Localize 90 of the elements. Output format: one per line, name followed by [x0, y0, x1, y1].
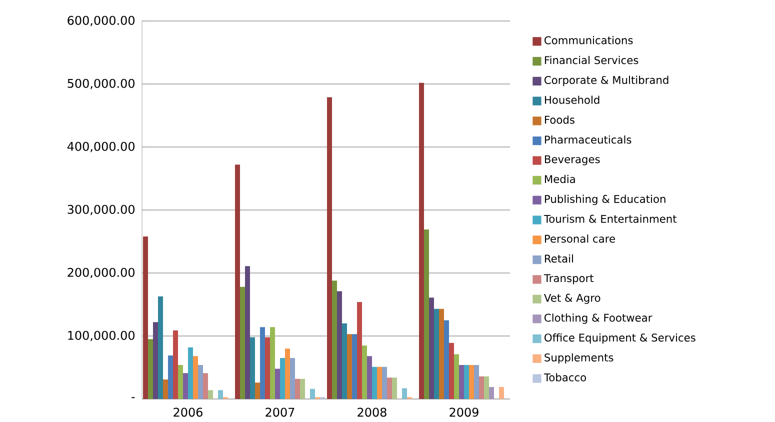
y-tick-label: 600,000.00 [68, 16, 134, 26]
bar [337, 291, 342, 399]
bar [300, 378, 305, 399]
legend-label: Tobacco [544, 373, 586, 382]
bar [270, 327, 275, 399]
bar [459, 364, 464, 399]
bar [484, 376, 490, 399]
bar [352, 334, 357, 399]
bar [419, 82, 424, 399]
bar [479, 376, 484, 399]
bar [255, 382, 260, 399]
bar [362, 345, 367, 399]
bar [342, 323, 347, 399]
bar [439, 308, 444, 399]
legend-label: Tourism & Entertainment [544, 214, 677, 223]
legend-label: Supplements [544, 353, 614, 364]
bar [208, 390, 213, 399]
legend-label: Vet & Agro [544, 294, 600, 304]
bar [168, 356, 173, 399]
bar [382, 366, 387, 399]
bar [203, 373, 208, 399]
bar [347, 334, 352, 399]
bar [489, 387, 494, 399]
bar [377, 366, 382, 399]
legend-label: Media [544, 174, 575, 184]
x-tick-label: 2009 [450, 408, 478, 417]
legend-label: Personal care [544, 234, 615, 243]
legend-label: Household [544, 96, 600, 104]
bar [429, 298, 434, 399]
y-tick-label: 100,000.00 [68, 330, 134, 342]
bar [148, 339, 153, 399]
bar [387, 378, 392, 399]
y-tick-label: - [132, 397, 135, 398]
bar [402, 388, 407, 399]
x-tick-label: 2006 [174, 408, 202, 417]
bar [235, 164, 240, 399]
bar [158, 296, 163, 399]
bar [280, 358, 285, 399]
x-tick-label: 2007 [266, 408, 294, 417]
legend-label: Corporate & Multibrand [544, 76, 668, 86]
bar [250, 337, 255, 399]
legend-label: Office Equipment & Services [544, 333, 696, 344]
y-tick-label: 300,000.00 [68, 204, 134, 216]
bar [240, 286, 245, 399]
bar [367, 356, 372, 399]
bar [218, 390, 223, 399]
bar [310, 388, 315, 399]
legend-label: Pharmaceuticals [544, 135, 632, 144]
bar [474, 364, 480, 399]
bar [245, 266, 250, 399]
bar [173, 330, 178, 399]
bar [295, 378, 300, 399]
bar [392, 378, 397, 399]
legend-label: Retail [544, 254, 573, 263]
bar [153, 322, 158, 399]
bar [183, 373, 188, 399]
legend-label: Transport [544, 274, 594, 284]
bar [464, 364, 469, 399]
bar [163, 379, 168, 399]
bar [178, 364, 183, 399]
bar [143, 236, 148, 399]
y-tick-label: 400,000.00 [67, 142, 134, 152]
bar [469, 364, 474, 399]
bar [372, 366, 377, 399]
bar [285, 348, 290, 399]
bar [260, 327, 265, 399]
bar [424, 230, 429, 399]
bar [454, 354, 459, 399]
bar [265, 337, 270, 399]
bar [275, 368, 280, 399]
y-tick-label: 500,000.00 [68, 78, 134, 90]
legend-label: Financial Services [544, 56, 638, 64]
bar [499, 387, 504, 399]
bar [198, 364, 203, 399]
bar [290, 358, 295, 399]
bar [444, 320, 449, 399]
legend-label: Foods [544, 116, 574, 124]
bar [434, 308, 439, 399]
legend-label: Beverages [544, 155, 600, 166]
legend-label: Communications [544, 36, 633, 44]
bar [449, 342, 454, 399]
bar [357, 302, 362, 399]
legend-label: Clothing & Footwear [544, 314, 652, 324]
legend-label: Publishing & Education [544, 194, 666, 206]
x-tick-label: 2008 [358, 408, 386, 417]
bar [188, 347, 193, 399]
bar [332, 280, 337, 399]
y-tick-label: 200,000.00 [68, 268, 134, 278]
bar [193, 356, 198, 399]
bar [327, 97, 332, 399]
